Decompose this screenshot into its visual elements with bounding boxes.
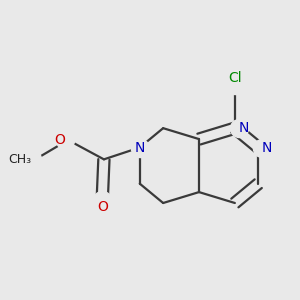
Text: CH₃: CH₃ <box>8 153 32 166</box>
Text: N: N <box>238 121 249 135</box>
Text: O: O <box>97 200 108 214</box>
Text: N: N <box>135 140 145 154</box>
Text: N: N <box>262 140 272 154</box>
Text: O: O <box>54 133 65 147</box>
Text: Cl: Cl <box>228 71 242 85</box>
